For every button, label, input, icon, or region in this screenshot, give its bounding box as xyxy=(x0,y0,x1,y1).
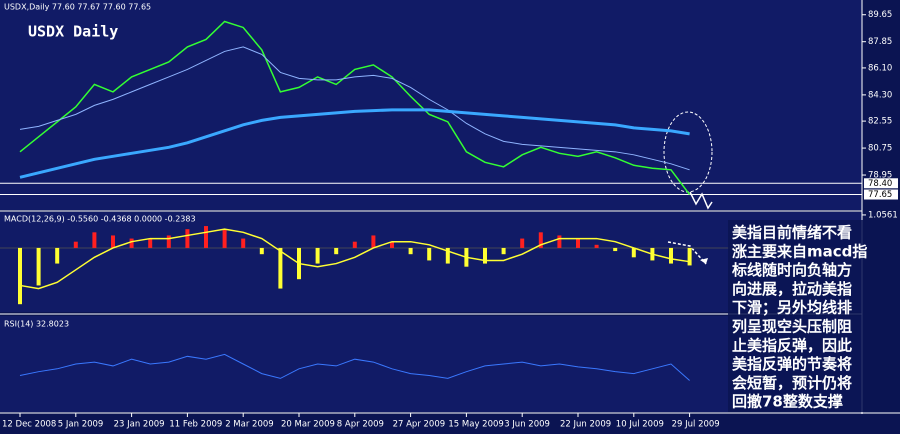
x-tick-label: 23 Jan 2009 xyxy=(114,420,165,430)
y-tick-label: 84.30 xyxy=(868,90,892,100)
y-tick-label: 89.65 xyxy=(868,10,892,20)
macd-bar xyxy=(427,247,432,261)
price-label: 77.65 xyxy=(868,190,892,200)
macd-arrow xyxy=(667,241,707,265)
y-tick-label: 80.75 xyxy=(868,144,892,154)
annotation-line: 列呈现空头压制阻 xyxy=(732,318,852,336)
annotation-line: 回撤78整数支撑 xyxy=(732,393,843,411)
macd-bar xyxy=(111,235,115,248)
arrow-head xyxy=(700,258,708,264)
macd-bar xyxy=(371,235,376,248)
annotation-line: 涨主要来自macd指 xyxy=(732,242,867,260)
data-line xyxy=(19,353,690,381)
x-tick-label: 8 Apr 2009 xyxy=(337,420,384,430)
annotation-line: 美指反弹的节奏将 xyxy=(732,355,852,373)
x-tick-label: 5 Jan 2009 xyxy=(58,420,104,430)
annotation-line: 止美指反弹，因此 xyxy=(732,336,852,354)
y-tick-label: 82.55 xyxy=(868,117,892,127)
macd-bar xyxy=(222,229,227,248)
macd-bar xyxy=(129,238,134,248)
annotation-line: 会短暂，预计仍将 xyxy=(732,374,852,392)
forecast-arrow xyxy=(689,191,713,210)
rsi-title: RSI(14) 32.8023 xyxy=(4,320,69,329)
macd-bar xyxy=(445,247,450,264)
chart-title: USDX Daily xyxy=(28,23,118,41)
x-tick-label: 27 Apr 2009 xyxy=(393,420,446,430)
annotation-line: 向进展，拉动美指 xyxy=(732,280,852,298)
price-box xyxy=(864,178,898,189)
data-line xyxy=(19,108,690,179)
macd-bar xyxy=(687,247,692,266)
macd-bar xyxy=(352,241,357,248)
macd-title: MACD(12,26,9) -0.5560 -0.4368 0.0000 -0.… xyxy=(4,215,196,224)
macd-bar xyxy=(73,241,78,248)
annotation-line: 美指目前情绪不看 xyxy=(732,224,852,242)
x-tick-label: 3 Jun 2009 xyxy=(504,420,550,430)
x-tick-label: 10 Jul 2009 xyxy=(616,420,664,430)
macd-bar xyxy=(185,229,190,248)
x-tick-label: 11 Feb 2009 xyxy=(169,420,222,430)
macd-bar xyxy=(631,247,636,258)
data-line xyxy=(19,228,690,290)
x-tick-label: 20 Mar 2009 xyxy=(281,420,335,430)
macd-bar xyxy=(334,247,339,255)
y-tick-label: 1.0561 xyxy=(868,210,898,220)
rsi-panel xyxy=(0,316,862,412)
macd-bar xyxy=(669,247,673,264)
price-panel xyxy=(0,0,862,210)
macd-bar xyxy=(166,235,171,248)
macd-bar xyxy=(148,238,153,248)
macd-bar xyxy=(241,238,246,248)
data-line xyxy=(19,20,691,195)
macd-bar xyxy=(594,244,599,248)
macd-bar xyxy=(18,247,22,305)
macd-bar xyxy=(520,238,525,248)
macd-bar xyxy=(483,247,487,264)
macd-bar xyxy=(390,241,394,248)
macd-bar xyxy=(408,247,413,255)
x-tick-label: 29 Jul 2009 xyxy=(672,420,720,430)
x-tick-label: 2 Mar 2009 xyxy=(225,420,273,430)
macd-bar xyxy=(204,226,208,248)
macd-bar xyxy=(55,247,60,264)
annotation-line: 下滑；另外均线排 xyxy=(732,299,852,317)
x-tick-label: 12 Dec 2008 xyxy=(2,420,56,430)
macd-bar xyxy=(613,247,618,252)
price-box xyxy=(864,189,898,200)
x-tick-label: 15 May 2009 xyxy=(448,420,503,430)
y-tick-label: 87.85 xyxy=(868,37,892,47)
macd-bar xyxy=(36,247,41,286)
macd-bar xyxy=(557,235,562,248)
y-tick-label: 86.10 xyxy=(868,63,892,73)
macd-bar xyxy=(315,247,320,264)
y-tick-label: 78.95 xyxy=(868,171,892,181)
data-line xyxy=(19,46,690,171)
annotation-line: 标线随时向负轴方 xyxy=(731,261,852,279)
macd-bar xyxy=(278,247,283,289)
macd-panel xyxy=(0,212,862,312)
header: USDX,Daily 77.60 77.67 77.60 77.65 xyxy=(4,3,151,12)
macd-bar xyxy=(259,247,264,255)
price-label: 78.40 xyxy=(868,179,892,189)
x-tick-label: 22 Jun 2009 xyxy=(560,420,611,430)
macd-bar xyxy=(501,247,506,255)
annotation-bg xyxy=(728,220,900,412)
macd-bar xyxy=(576,238,580,248)
macd-bar xyxy=(92,232,97,248)
macd-bar xyxy=(538,232,543,248)
annotation: 美指目前情绪不看涨主要来自macd指标线随时向负轴方向进展，拉动美指下滑；另外均… xyxy=(728,220,900,412)
